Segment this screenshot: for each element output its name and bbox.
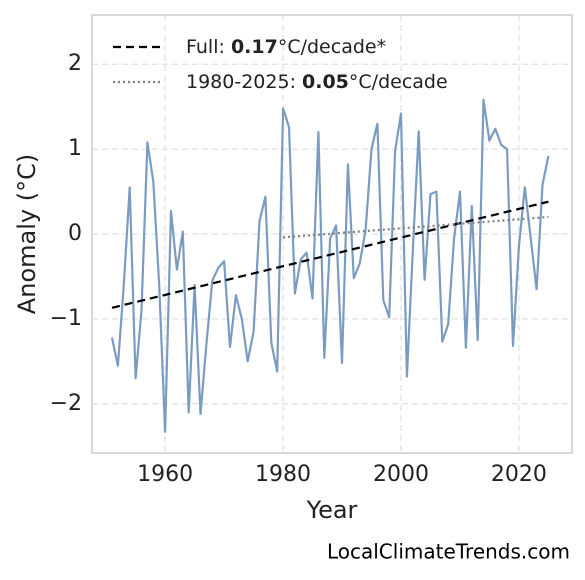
trend-line: [111, 200, 549, 309]
y-tick-label: −2: [50, 391, 82, 416]
y-tick-label: −1: [50, 306, 82, 331]
x-tick-label: 1960: [137, 462, 193, 487]
y-tick-label: 2: [68, 51, 82, 76]
x-axis-label: Year: [306, 496, 358, 524]
legend-label: 1980-2025: 0.05°C/decade: [186, 71, 448, 93]
trend-line: [283, 215, 549, 239]
data-line: [110, 98, 550, 433]
x-tick-label: 1980: [255, 462, 311, 487]
y-tick-label: 1: [68, 136, 82, 161]
source-note: LocalClimateTrends.com: [327, 540, 570, 564]
y-axis-label: Anomaly (°C): [13, 154, 41, 314]
y-tick-label: 0: [68, 221, 82, 246]
legend-label: Full: 0.17°C/decade*: [186, 36, 386, 58]
x-tick-label: 2000: [373, 462, 429, 487]
x-tick-label: 2020: [491, 462, 547, 487]
